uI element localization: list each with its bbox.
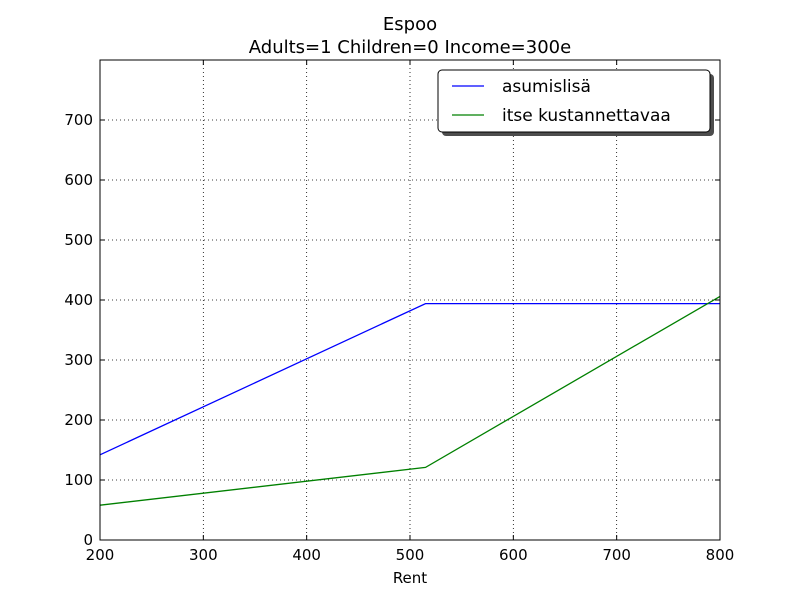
x-tick-labels: 200 300 400 500 600 700 800 bbox=[86, 546, 735, 564]
series-line-0 bbox=[99, 302, 720, 456]
y-tick-label: 0 bbox=[83, 531, 93, 549]
series-line-1 bbox=[99, 295, 721, 506]
y-tick-label: 100 bbox=[64, 471, 93, 489]
y-tick-label: 600 bbox=[64, 171, 93, 189]
axis-ticks bbox=[99, 60, 721, 541]
x-tick-label: 300 bbox=[189, 546, 218, 564]
x-tick-label: 500 bbox=[396, 546, 425, 564]
y-tick-label: 300 bbox=[64, 351, 93, 369]
legend-label-itse-kustannettavaa: itse kustannettavaa bbox=[502, 106, 671, 126]
legend: asumislisä itse kustannettavaa bbox=[437, 69, 714, 136]
chart-subtitle: Adults=1 Children=0 Income=300e bbox=[249, 37, 571, 58]
y-tick-label: 400 bbox=[64, 291, 93, 309]
series-lines bbox=[99, 295, 721, 506]
x-tick-label: 600 bbox=[499, 546, 528, 564]
x-tick-label: 800 bbox=[706, 546, 735, 564]
y-tick-label: 200 bbox=[64, 411, 93, 429]
y-tick-labels: 0 100 200 300 400 500 600 700 bbox=[64, 111, 93, 549]
x-axis-label: Rent bbox=[393, 569, 427, 587]
x-tick-label: 400 bbox=[292, 546, 321, 564]
y-tick-label: 700 bbox=[64, 111, 93, 129]
x-tick-label: 200 bbox=[86, 546, 115, 564]
x-tick-label: 700 bbox=[602, 546, 631, 564]
legend-label-asumislisa: asumislisä bbox=[502, 77, 591, 97]
legend-box bbox=[437, 69, 711, 133]
chart-title: Espoo bbox=[383, 14, 437, 35]
y-tick-label: 500 bbox=[64, 231, 93, 249]
